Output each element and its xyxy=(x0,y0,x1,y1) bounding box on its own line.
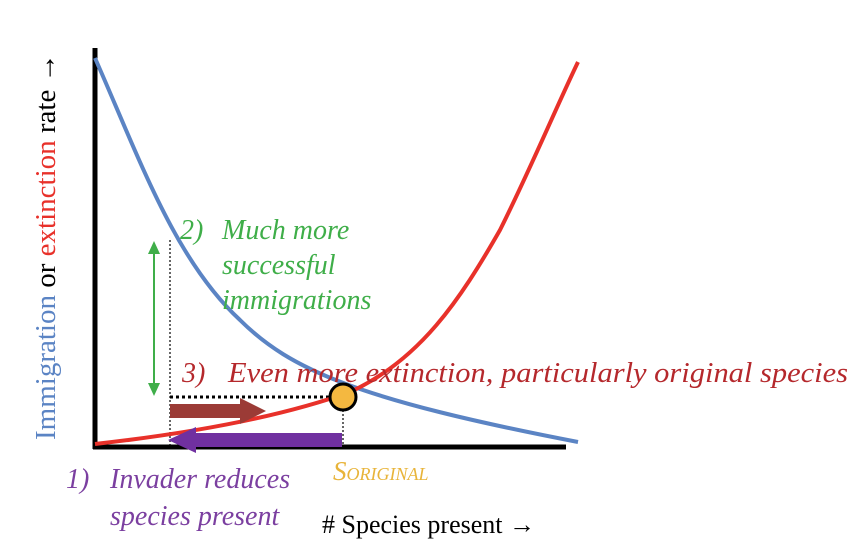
y-label-rate: rate → xyxy=(30,53,62,140)
step1-line1: Invader reduces xyxy=(109,464,290,495)
annotation-step3: 3) Even more extinction, particularly or… xyxy=(181,358,848,389)
step2-number: 2) xyxy=(180,215,203,246)
right-arrow-icon xyxy=(170,398,266,424)
y-label-immigration: Immigration xyxy=(30,295,62,440)
step3-number: 3) xyxy=(181,358,205,389)
y-label-or: or xyxy=(30,256,62,295)
step1-number: 1) xyxy=(66,464,89,495)
left-arrow-icon xyxy=(168,427,342,453)
equilibrium-point-icon xyxy=(328,382,358,412)
s-original-main: S xyxy=(333,456,347,486)
double-headed-arrow-icon xyxy=(148,241,160,396)
x-axis-label: # Species present → xyxy=(322,510,535,539)
step2-line2: successful xyxy=(222,250,336,281)
s-original-label: SORIGINAL xyxy=(333,456,429,486)
step3-text: Even more extinction, particularly origi… xyxy=(227,358,848,389)
s-original-subscript: ORIGINAL xyxy=(347,464,429,484)
annotation-step2: 2) Much more successful immigrations xyxy=(180,215,371,316)
annotation-step1: 1) Invader reduces species present xyxy=(66,464,290,532)
step1-line2: species present xyxy=(110,501,280,532)
step2-line3: immigrations xyxy=(222,285,371,316)
step2-line1: Much more xyxy=(221,215,349,246)
immigration-curve xyxy=(93,57,579,444)
y-axis-label: Immigration or extinction rate → xyxy=(30,53,62,440)
y-label-extinction: extinction xyxy=(30,140,62,256)
